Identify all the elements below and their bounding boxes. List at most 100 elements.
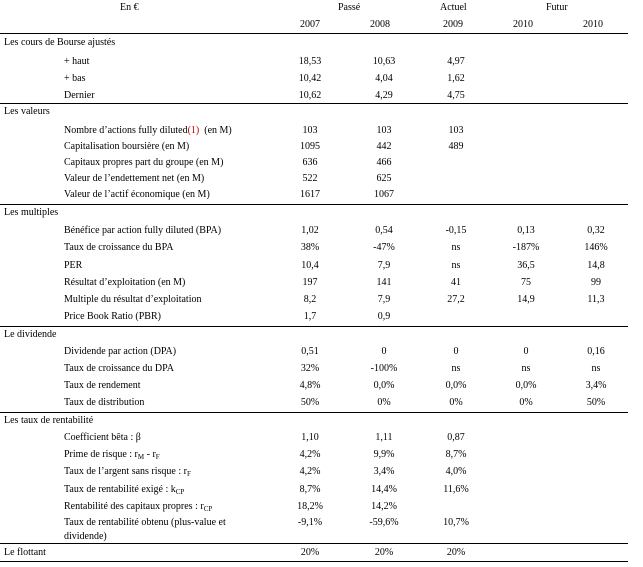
- row-label: Bénéfice par action fully diluted (BPA): [64, 225, 222, 236]
- cell: 8,7%: [299, 484, 321, 495]
- cell: 10,4: [301, 260, 319, 271]
- currency-header: En €: [120, 2, 139, 13]
- row-label-text: - r: [144, 449, 156, 460]
- cell: 7,9: [377, 260, 391, 271]
- cell: 36,5: [517, 260, 535, 271]
- cell: 522: [302, 173, 318, 184]
- row-label-text: Taux de rentabilité exigé : k: [64, 484, 176, 495]
- cell: ns: [451, 242, 461, 253]
- row-label: Taux de rentabilité exigé : kCP: [64, 484, 184, 498]
- section-title: Les taux de rentabilité: [4, 415, 94, 426]
- cell: 0,0%: [445, 380, 467, 391]
- cell: 14,8: [587, 260, 605, 271]
- cell: ns: [451, 260, 461, 271]
- cell: 0,87: [447, 432, 465, 443]
- row-label: Taux de distribution: [64, 397, 145, 408]
- cell: 1,10: [301, 432, 319, 443]
- cell: 442: [376, 141, 392, 152]
- row-label: + haut: [64, 56, 90, 67]
- cell: 11,6%: [443, 484, 469, 495]
- year-col-1: 2007: [300, 19, 320, 30]
- cell: 0: [453, 346, 459, 357]
- cell: 4,8%: [299, 380, 321, 391]
- row-label: PER: [64, 260, 83, 271]
- cell: ns: [521, 363, 531, 374]
- cell: 0%: [449, 397, 463, 408]
- cell: 141: [376, 277, 392, 288]
- row-label: Taux de croissance du BPA: [64, 242, 174, 253]
- cell: 9,9%: [373, 449, 395, 460]
- row-label-text: Taux de l’argent sans risque : r: [64, 466, 187, 477]
- cell: 197: [302, 277, 318, 288]
- row-label-continued: dividende): [64, 531, 107, 542]
- cell: 10,62: [298, 90, 322, 101]
- group-future: Futur: [546, 2, 568, 13]
- cell: 11,3: [587, 294, 605, 305]
- group-current: Actuel: [440, 2, 467, 13]
- row-label: Price Book Ratio (PBR): [64, 311, 161, 322]
- row-label: Nombre d’actions fully diluted(1) (en M): [64, 125, 232, 136]
- row-label-text: Nombre d’actions fully diluted: [64, 125, 188, 136]
- section-title: Le flottant: [4, 547, 46, 558]
- year-col-3: 2009: [443, 19, 463, 30]
- year-col-4: 2010: [513, 19, 533, 30]
- divider: [0, 543, 628, 544]
- cell: 99: [591, 277, 601, 288]
- cell: -187%: [512, 242, 540, 253]
- divider: [0, 412, 628, 413]
- row-label: Rentabilité des capitaux propres : rCP: [64, 501, 212, 515]
- subscript: CP: [175, 488, 185, 496]
- cell: 0,9: [377, 311, 391, 322]
- cell: 8,7%: [445, 449, 467, 460]
- row-label: Multiple du résultat d’exploitation: [64, 294, 202, 305]
- cell: 50%: [586, 397, 606, 408]
- cell: 27,2: [447, 294, 465, 305]
- subscript: F: [186, 470, 191, 478]
- cell: -100%: [370, 363, 398, 374]
- cell: 0,13: [517, 225, 535, 236]
- row-label: Capitaux propres part du groupe (en M): [64, 157, 224, 168]
- cell: 0,51: [301, 346, 319, 357]
- row-label: Valeur de l’endettement net (en M): [64, 173, 205, 184]
- cell: 1,7: [303, 311, 317, 322]
- row-label-text: Prime de risque : r: [64, 449, 138, 460]
- cell: -0,15: [445, 225, 467, 236]
- cell: -59,6%: [369, 517, 399, 528]
- cell: 14,2%: [371, 501, 397, 512]
- row-label-text: Rentabilité des capitaux propres : r: [64, 501, 204, 512]
- cell: 103: [448, 125, 464, 136]
- row-label: Taux de rentabilité obtenu (plus-value e…: [64, 517, 226, 528]
- cell: 636: [302, 157, 318, 168]
- cell: 32%: [300, 363, 320, 374]
- cell: 10,42: [298, 73, 322, 84]
- cell: 0,32: [587, 225, 605, 236]
- cell: 75: [521, 277, 531, 288]
- row-label: Capitalisation boursière (en M): [64, 141, 190, 152]
- cell: 0,0%: [373, 380, 395, 391]
- cell: 0,16: [587, 346, 605, 357]
- cell: 50%: [300, 397, 320, 408]
- section-title: Les cours de Bourse ajustés: [4, 37, 116, 48]
- cell: 18,2%: [297, 501, 323, 512]
- divider: [0, 204, 628, 205]
- divider: [0, 103, 628, 104]
- cell: 0,0%: [515, 380, 537, 391]
- section-title: Le dividende: [4, 329, 57, 340]
- cell: 1067: [374, 189, 394, 200]
- cell: 4,29: [375, 90, 393, 101]
- cell: ns: [591, 363, 601, 374]
- cell: -47%: [373, 242, 395, 253]
- cell: 489: [448, 141, 464, 152]
- cell: 0%: [377, 397, 391, 408]
- cell: 1617: [300, 189, 320, 200]
- cell: -9,1%: [297, 517, 323, 528]
- cell: 1,02: [301, 225, 319, 236]
- row-label: Taux de croissance du DPA: [64, 363, 175, 374]
- row-label: + bas: [64, 73, 86, 84]
- row-label: Résultat d’exploitation (en M): [64, 277, 186, 288]
- section-title: Les multiples: [4, 207, 59, 218]
- row-label: Dernier: [64, 90, 95, 101]
- cell: 4,2%: [299, 449, 321, 460]
- cell: 4,97: [447, 56, 465, 67]
- footnote-marker: (1): [187, 125, 200, 136]
